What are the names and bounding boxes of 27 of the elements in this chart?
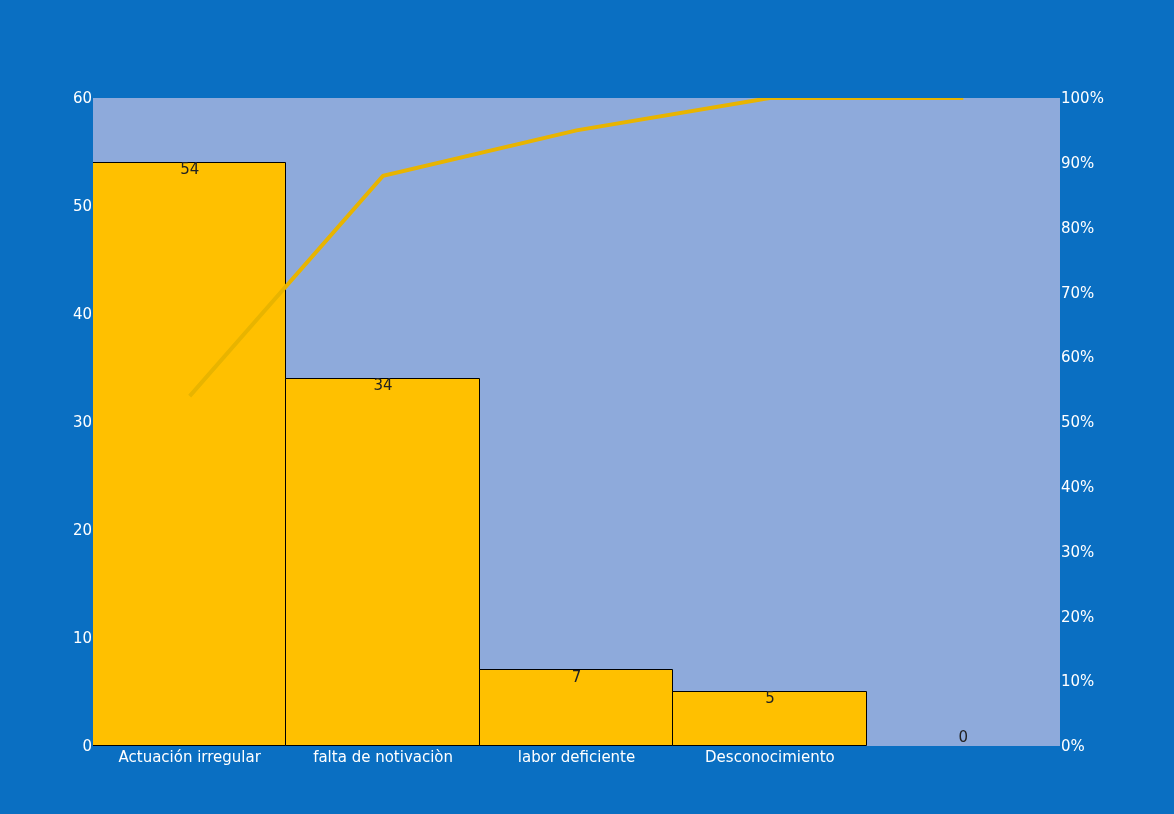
y-tick-label: 60 [72, 89, 92, 108]
y-tick-label: 40 [72, 305, 92, 324]
data-label: 54 [180, 160, 200, 179]
data-label: 0 [958, 728, 969, 747]
y2-tick-label: 10% [1061, 672, 1095, 691]
data-label: 34 [373, 376, 393, 395]
y2-tick-label: 30% [1061, 542, 1095, 561]
y2-tick-label: 70% [1061, 283, 1095, 302]
x-tick-label: Actuación irregular [118, 748, 262, 766]
data-label: 7 [571, 667, 582, 686]
y2-tick-label: 80% [1061, 218, 1095, 237]
x-tick-label: labor deficiente [517, 748, 636, 766]
y2-tick-label: 90% [1061, 154, 1095, 173]
y2-tick-label: 20% [1061, 607, 1095, 626]
y-tick-label: 50 [72, 197, 92, 216]
data-label: 5 [765, 689, 775, 708]
y-tick-label: 0 [82, 737, 92, 756]
y-tick-label: 10 [72, 629, 92, 648]
y2-tick-label: 60% [1061, 348, 1095, 367]
y2-tick-label: 40% [1061, 478, 1095, 497]
y2-tick-label: 50% [1061, 413, 1095, 432]
y2-tick-label: 100% [1061, 89, 1104, 108]
y2-tick-label: 0% [1061, 737, 1085, 756]
y-tick-label: 30 [72, 413, 92, 432]
y-tick-label: 20 [72, 521, 92, 540]
x-tick-label: Desconocimiento [705, 748, 835, 766]
x-tick-label: falta de notivaciòn [313, 748, 454, 766]
